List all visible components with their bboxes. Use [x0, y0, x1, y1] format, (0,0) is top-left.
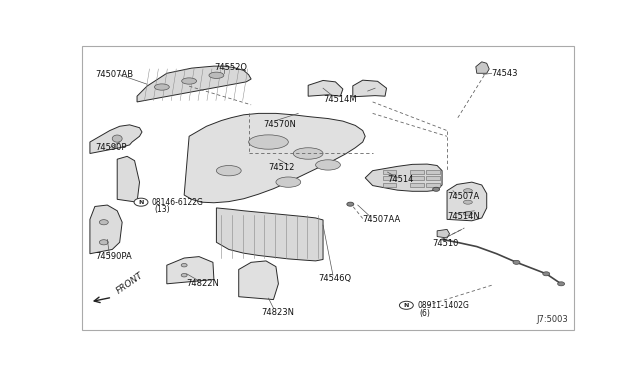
Polygon shape	[90, 205, 122, 254]
Text: 08146-6122G: 08146-6122G	[152, 198, 204, 207]
Ellipse shape	[181, 263, 187, 267]
Text: 74543: 74543	[492, 69, 518, 78]
Text: 74823N: 74823N	[261, 308, 294, 317]
Text: 74507AA: 74507AA	[363, 215, 401, 224]
Polygon shape	[365, 164, 442, 191]
Text: 74552Q: 74552Q	[214, 63, 247, 72]
Ellipse shape	[154, 84, 169, 90]
Ellipse shape	[216, 166, 241, 176]
Ellipse shape	[316, 160, 340, 170]
Polygon shape	[476, 62, 489, 73]
FancyBboxPatch shape	[383, 170, 396, 174]
Ellipse shape	[293, 148, 323, 159]
Text: (13): (13)	[154, 205, 170, 214]
Text: 74514N: 74514N	[447, 212, 480, 221]
Ellipse shape	[209, 72, 224, 78]
Circle shape	[543, 272, 550, 276]
Text: 74510: 74510	[432, 239, 458, 248]
Ellipse shape	[182, 78, 196, 84]
Text: 74512: 74512	[269, 163, 295, 172]
Polygon shape	[308, 80, 343, 96]
Ellipse shape	[249, 135, 288, 149]
Polygon shape	[216, 208, 323, 261]
Text: 74822N: 74822N	[187, 279, 220, 288]
Text: N: N	[138, 200, 144, 205]
Polygon shape	[239, 261, 278, 299]
Text: 74514: 74514	[388, 175, 414, 184]
Circle shape	[134, 198, 148, 206]
FancyBboxPatch shape	[383, 183, 396, 187]
Text: 74507AB: 74507AB	[95, 70, 133, 79]
Text: 74546Q: 74546Q	[318, 273, 351, 283]
Ellipse shape	[463, 189, 472, 193]
Circle shape	[513, 260, 520, 264]
Text: 74590P: 74590P	[95, 143, 126, 152]
FancyBboxPatch shape	[426, 183, 440, 187]
Ellipse shape	[463, 200, 472, 204]
Circle shape	[399, 301, 413, 309]
Text: FRONT: FRONT	[115, 271, 145, 296]
Ellipse shape	[463, 212, 472, 216]
FancyBboxPatch shape	[383, 176, 396, 180]
Text: 08911-1402G: 08911-1402G	[417, 301, 469, 310]
Text: 74570N: 74570N	[264, 121, 296, 129]
Ellipse shape	[99, 219, 108, 225]
Text: 74514M: 74514M	[323, 94, 356, 103]
Polygon shape	[437, 230, 449, 238]
Ellipse shape	[181, 273, 187, 277]
Ellipse shape	[99, 240, 108, 245]
Ellipse shape	[112, 135, 122, 142]
Text: N: N	[404, 303, 409, 308]
Text: 74590PA: 74590PA	[95, 252, 132, 261]
Polygon shape	[167, 257, 214, 284]
Polygon shape	[353, 80, 387, 97]
FancyBboxPatch shape	[410, 176, 424, 180]
Polygon shape	[447, 182, 486, 221]
Polygon shape	[184, 113, 365, 203]
FancyBboxPatch shape	[426, 176, 440, 180]
FancyBboxPatch shape	[426, 170, 440, 174]
Polygon shape	[117, 156, 140, 202]
Circle shape	[347, 202, 354, 206]
FancyBboxPatch shape	[410, 183, 424, 187]
FancyBboxPatch shape	[410, 170, 424, 174]
Ellipse shape	[276, 177, 301, 187]
Text: 74507A: 74507A	[447, 192, 479, 201]
Text: J7:5003: J7:5003	[537, 315, 568, 324]
Polygon shape	[90, 125, 142, 154]
Circle shape	[433, 187, 440, 191]
Text: (6): (6)	[420, 308, 431, 318]
Polygon shape	[137, 66, 251, 102]
Circle shape	[557, 282, 564, 286]
